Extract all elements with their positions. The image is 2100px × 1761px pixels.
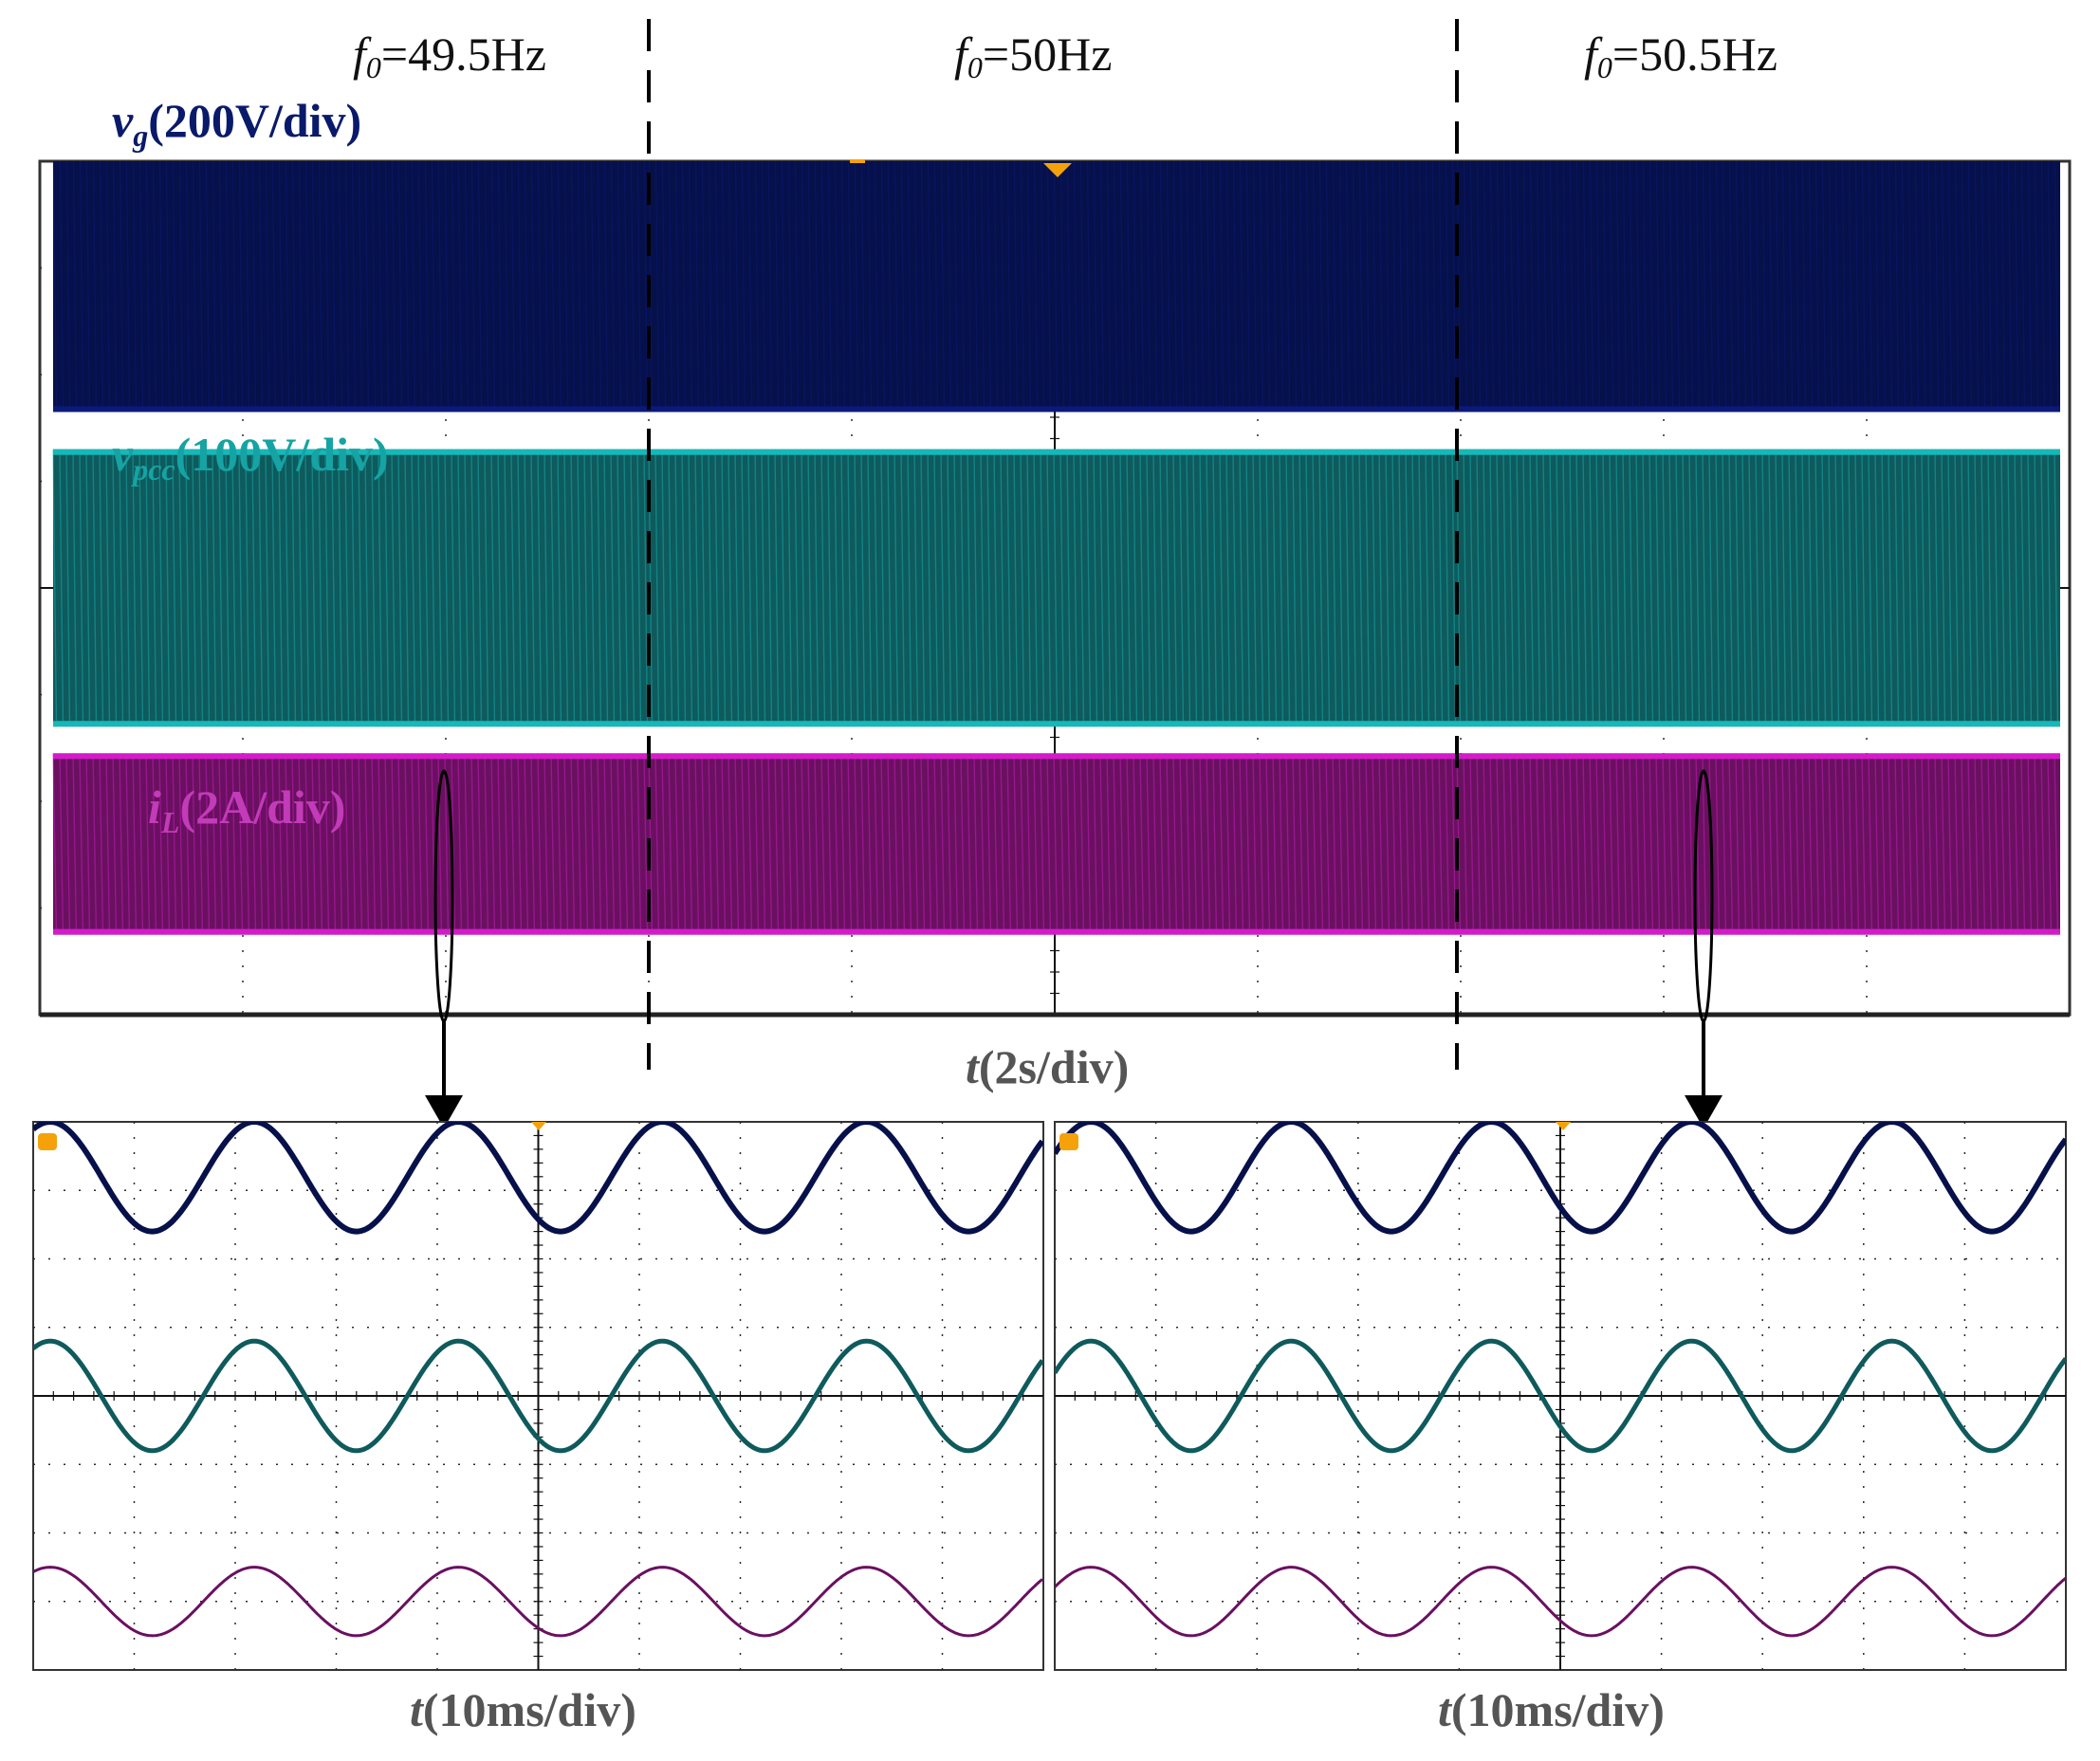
main-scope [38,124,2072,1018]
main-vpcc-envelope [1457,449,2060,727]
freq-label-right: f0=50.5Hz [1584,28,1778,84]
main-iL-envelope-bottom-edge [1457,928,2060,935]
trigger-marker-small-icon [850,159,865,163]
zoom-left-iL-waveform [33,1566,1043,1638]
zoom-right-marker-icon [1556,1122,1571,1130]
main-vg-envelope [53,161,649,413]
main-vg-envelope-top-edge [1457,124,2060,130]
main-vpcc-envelope-bottom-edge [1457,721,2060,727]
main-vpcc-envelope [53,449,649,727]
zoom-left-vpcc-waveform [33,1338,1043,1454]
zoom-left-marker-icon [531,1122,546,1130]
channel-label-vg: vg(200V/div) [112,94,361,153]
freq-label-left: f0=49.5Hz [353,28,546,84]
main-iL-envelope [1457,753,2060,935]
main-vpcc-envelope-bottom-edge [53,721,649,727]
main-vpcc-envelope [649,449,1457,727]
main-vg-envelope-top-edge [649,124,1457,130]
zoom-right-trigger-badge-icon [1059,1133,1078,1150]
zoom-right-traces [1055,1122,2066,1638]
zoom-arrowhead-right-icon [1685,1095,1722,1128]
zoom-right-iL-waveform [1055,1566,2066,1638]
main-vg-envelope-bottom-edge [649,406,1457,413]
zoom-scope-left [32,1121,1044,1671]
zoom-right-vpcc-waveform [1055,1338,2066,1454]
main-iL-envelope-bottom-edge [649,928,1457,935]
channel-label-vpcc: vpcc(100V/div) [112,428,389,486]
main-iL-envelope [53,753,649,935]
freq-label-middle: f0=50Hz [954,28,1112,84]
main-iL-envelope-top-edge [53,753,649,760]
zoom-left-traces [33,1122,1043,1638]
main-vg-envelope [649,161,1457,413]
main-iL-envelope-bottom-edge [53,928,649,935]
zoom-arrowhead-left-icon [425,1095,463,1128]
main-vpcc-envelope-bottom-edge [649,721,1457,727]
main-vpcc-envelope-top-edge [53,449,649,455]
main-vg-oscillation [1456,161,2059,413]
main-iL-envelope-top-edge [649,753,1457,760]
zoom-left-trigger-badge-icon [38,1133,57,1150]
main-vg-envelope-bottom-edge [53,406,649,413]
zoom-right-time-axis-label: t(10ms/div) [1438,1683,1665,1736]
main-vpcc-envelope-top-edge [1457,449,2060,455]
main-vg-oscillation [648,161,1457,413]
zoom-left-vg-waveform [33,1122,1043,1235]
main-scope-traces [52,124,2060,935]
channel-label-il: iL(2A/div) [148,780,345,839]
main-vpcc-oscillation [52,449,649,727]
main-vg-envelope [1457,161,2060,413]
main-vg-envelope-bottom-edge [1457,406,2060,413]
zoom-scope-right [1054,1121,2067,1671]
main-iL-envelope [649,753,1457,935]
main-vg-oscillation [52,161,649,413]
zoom-left-time-axis-label: t(10ms/div) [410,1683,636,1736]
zoom-right-vg-waveform [1055,1122,2066,1235]
main-vpcc-envelope-top-edge [649,449,1457,455]
trigger-marker-icon [1043,163,1072,177]
main-iL-envelope-top-edge [1457,753,2060,760]
main-time-axis-label: t(2s/div) [966,1040,1129,1093]
main-iL-oscillation [52,753,649,935]
